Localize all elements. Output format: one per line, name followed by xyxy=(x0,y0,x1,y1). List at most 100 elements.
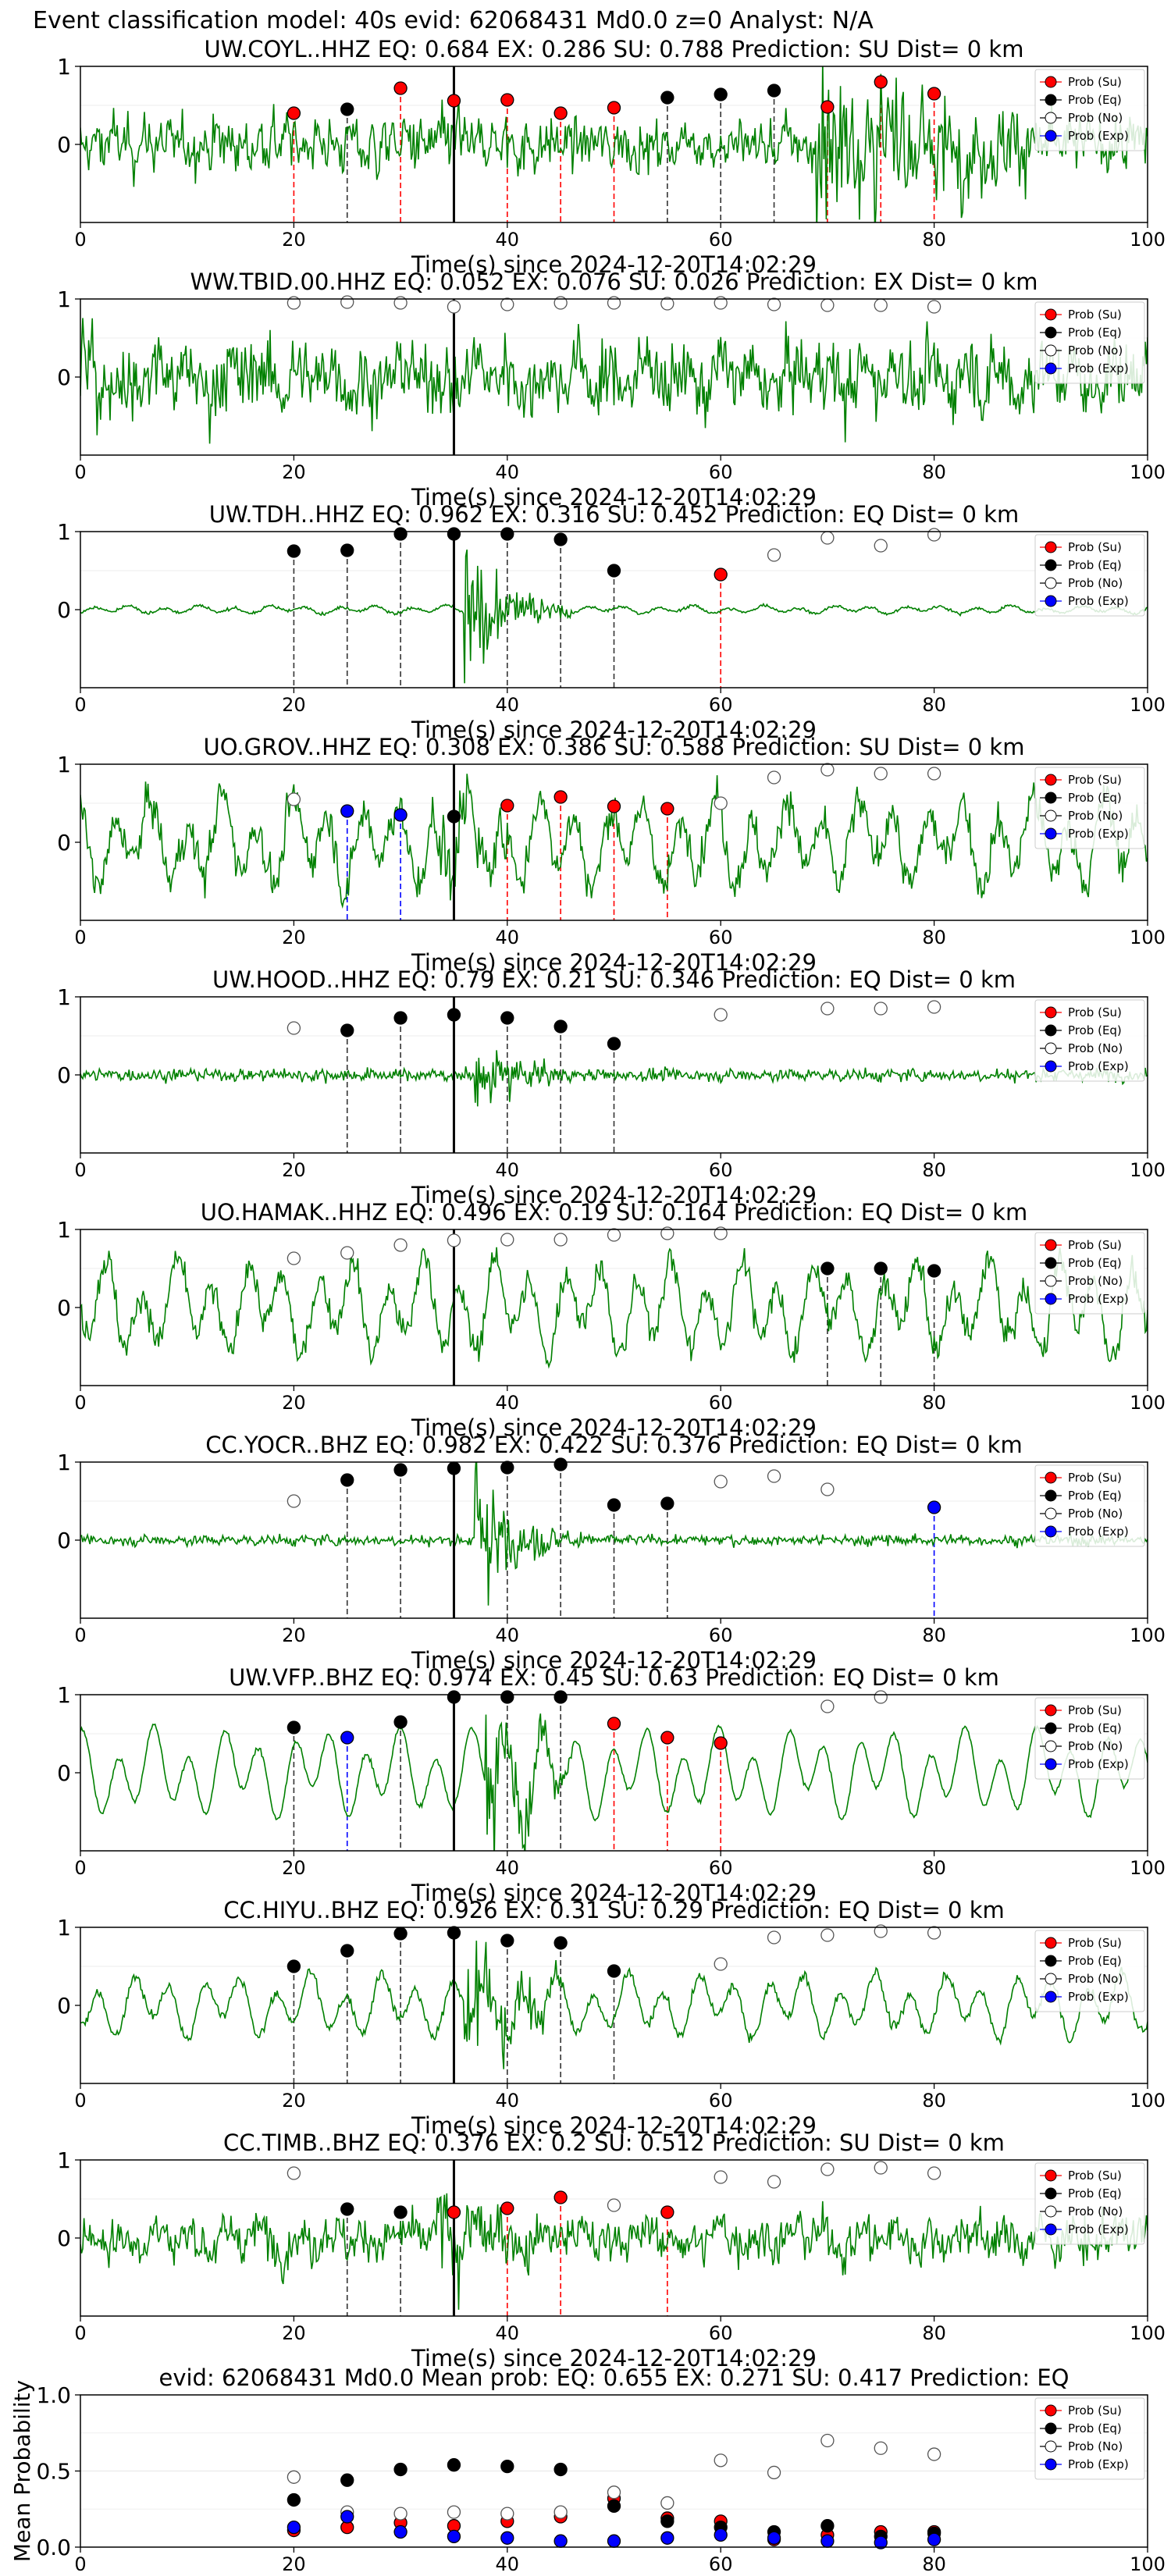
prob-point-su xyxy=(500,799,514,813)
prob-point-no xyxy=(874,767,888,781)
prob-point-no xyxy=(767,1469,781,1483)
legend: Prob (Su) Prob (Eq) Prob (No) Prob (Exp) xyxy=(1034,534,1145,617)
y-tick-label: 1 xyxy=(57,752,71,777)
prob-point-no xyxy=(820,2162,835,2176)
waveform-trace xyxy=(80,549,1148,684)
prob-point-eq xyxy=(447,1461,461,1475)
x-tick-label: 80 xyxy=(922,1857,946,1879)
mean-point-exp xyxy=(714,2528,728,2542)
legend-label: Prob (Exp) xyxy=(1068,827,1129,841)
legend-label: Prob (Su) xyxy=(1068,1703,1122,1717)
legend-label: Prob (Exp) xyxy=(1068,2457,1129,2471)
prob-point-exp xyxy=(340,804,354,818)
x-tick-label: 40 xyxy=(496,2553,520,2575)
legend-frame xyxy=(1034,1697,1145,1780)
y-tick-label: 0 xyxy=(57,597,71,623)
legend-label: Prob (No) xyxy=(1068,1041,1123,1055)
prob-point-no xyxy=(340,295,354,309)
x-tick-label: 100 xyxy=(1130,694,1166,716)
y-tick-label: 1 xyxy=(57,1915,71,1941)
x-tick-label: 40 xyxy=(496,927,520,948)
prob-point-no xyxy=(874,1002,888,1016)
y-tick-label: 1 xyxy=(57,1217,71,1243)
legend-frame xyxy=(1034,301,1145,384)
x-tick-label: 100 xyxy=(1130,2090,1166,2112)
mean-point-eq xyxy=(393,2462,408,2477)
legend-frame xyxy=(1034,2397,1145,2480)
legend-marker xyxy=(1045,1060,1057,1073)
prob-point-no xyxy=(927,2166,941,2180)
y-tick-label: 0 xyxy=(57,365,71,390)
prob-point-no xyxy=(393,296,408,310)
x-tick-label: 100 xyxy=(1130,1159,1166,1181)
prob-point-eq xyxy=(660,91,674,105)
legend-label: Prob (Su) xyxy=(1068,540,1122,554)
prob-point-eq xyxy=(340,1944,354,1958)
legend-marker xyxy=(1045,577,1057,589)
x-tick-label: 60 xyxy=(709,927,733,948)
mean-point-eq xyxy=(553,2462,568,2477)
x-tick-label: 20 xyxy=(282,927,306,948)
mean-point-no xyxy=(874,2441,888,2455)
prob-point-no xyxy=(340,1246,354,1260)
x-tick-label: 60 xyxy=(709,461,733,483)
x-tick-label: 80 xyxy=(922,1159,946,1181)
prob-point-no xyxy=(820,531,835,545)
legend-label: Prob (Su) xyxy=(1068,75,1122,89)
x-tick-label: 40 xyxy=(496,1857,520,1879)
y-tick-label: 0 xyxy=(57,132,71,158)
panel-9: CC.HIYU..BHZ EQ: 0.926 EX: 0.31 SU: 0.29… xyxy=(57,1897,1166,2139)
y-tick-label: 0 xyxy=(57,1528,71,1553)
prob-point-no xyxy=(553,1233,568,1247)
legend-label: Prob (Eq) xyxy=(1068,2421,1122,2435)
prob-point-no xyxy=(287,792,301,806)
legend-label: Prob (Su) xyxy=(1068,2169,1122,2183)
prob-point-su xyxy=(553,2190,568,2204)
legend-marker xyxy=(1045,112,1057,124)
prob-point-eq xyxy=(447,1690,461,1704)
prob-point-su xyxy=(553,106,568,120)
legend-label: Prob (No) xyxy=(1068,1274,1123,1288)
y-tick-label: 1 xyxy=(57,2147,71,2173)
legend-label: Prob (Exp) xyxy=(1068,1059,1129,1073)
x-tick-label: 0 xyxy=(74,2090,86,2112)
x-tick-label: 40 xyxy=(496,1159,520,1181)
legend-label: Prob (No) xyxy=(1068,343,1123,358)
legend-marker xyxy=(1045,2169,1057,2182)
x-tick-label: 60 xyxy=(709,1392,733,1414)
legend-frame xyxy=(1034,1464,1145,1547)
x-axis-label: Time(s) since 2024-12-20T14:02:29 xyxy=(411,2345,817,2371)
mean-point-eq xyxy=(820,2519,835,2533)
x-tick-label: 60 xyxy=(709,1624,733,1646)
legend: Prob (Su) Prob (Eq) Prob (No) Prob (Exp) xyxy=(1034,2162,1145,2245)
prob-point-no xyxy=(607,296,621,310)
legend-label: Prob (Eq) xyxy=(1068,93,1122,107)
prob-point-eq xyxy=(553,1936,568,1950)
prob-point-eq xyxy=(287,544,301,558)
prob-point-eq xyxy=(393,2205,408,2219)
panel-title: WW.TBID.00.HHZ EQ: 0.052 EX: 0.076 SU: 0… xyxy=(190,269,1038,295)
prob-point-eq xyxy=(393,527,408,541)
prob-point-eq xyxy=(607,1037,621,1051)
prob-point-eq xyxy=(340,2202,354,2216)
panel-title: UW.COYL..HHZ EQ: 0.684 EX: 0.286 SU: 0.7… xyxy=(205,36,1024,62)
panel-title: evid: 62068431 Md0.0 Mean prob: EQ: 0.65… xyxy=(159,2364,1070,2391)
x-tick-label: 100 xyxy=(1130,1392,1166,1414)
prob-point-no xyxy=(607,2198,621,2212)
legend-label: Prob (No) xyxy=(1068,1507,1123,1521)
x-tick-label: 40 xyxy=(496,229,520,251)
x-tick-label: 0 xyxy=(74,1624,86,1646)
legend-marker xyxy=(1045,326,1057,339)
prob-point-no xyxy=(714,1475,728,1489)
legend-marker xyxy=(1045,344,1057,357)
x-tick-label: 80 xyxy=(922,461,946,483)
y-tick-label: 1 xyxy=(57,1450,71,1475)
x-tick-label: 20 xyxy=(282,2322,306,2344)
waveform-trace xyxy=(80,1050,1148,1107)
legend-marker xyxy=(1045,1042,1057,1055)
y-tick-label: 0.0 xyxy=(36,2535,71,2560)
legend-label: Prob (No) xyxy=(1068,809,1123,823)
prob-point-no xyxy=(874,1690,888,1704)
x-tick-label: 20 xyxy=(282,1857,306,1879)
x-tick-label: 100 xyxy=(1130,229,1166,251)
